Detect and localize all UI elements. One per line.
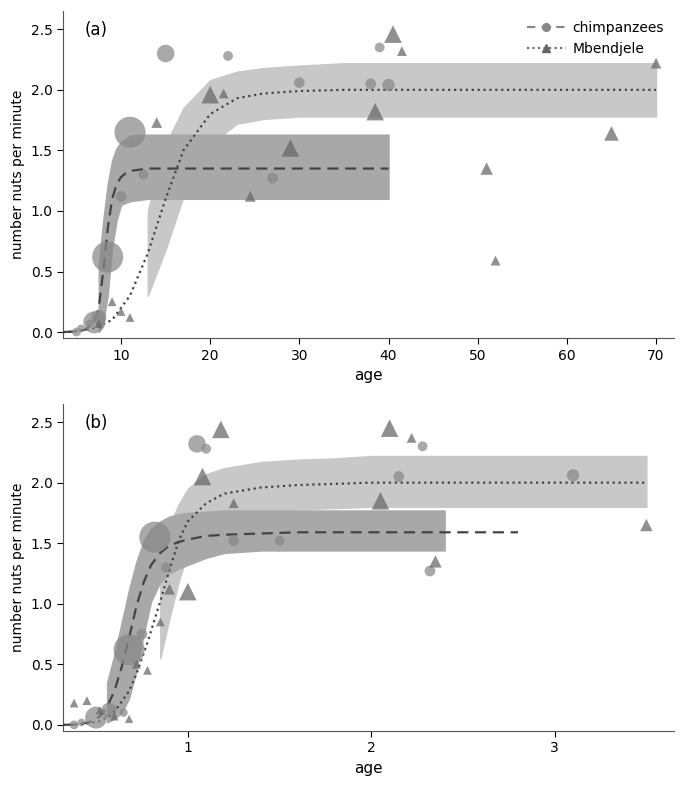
Point: [136, 628, 147, 641]
Point: [151, 116, 162, 129]
X-axis label: age: age: [354, 368, 383, 383]
Point: [93, 311, 104, 323]
Point: [95, 704, 105, 717]
Point: [123, 644, 134, 656]
Point: [160, 47, 171, 60]
Point: [294, 76, 305, 89]
Legend: chimpanzees, Mbendjele: chimpanzees, Mbendjele: [521, 15, 670, 61]
Point: [490, 254, 501, 267]
Point: [245, 190, 256, 203]
Point: [417, 440, 428, 453]
Point: [89, 316, 100, 329]
Point: [164, 583, 175, 596]
Point: [425, 565, 436, 578]
Point: [90, 711, 101, 724]
Point: [116, 305, 127, 318]
Point: [75, 322, 86, 334]
Point: [370, 105, 381, 118]
Point: [383, 79, 394, 91]
Point: [430, 555, 441, 567]
Point: [205, 88, 216, 101]
Point: [138, 168, 149, 181]
Point: [481, 162, 492, 175]
Point: [201, 442, 212, 455]
Point: [375, 494, 386, 507]
Point: [388, 28, 399, 40]
Point: [215, 423, 226, 436]
Point: [82, 694, 92, 707]
Y-axis label: number nuts per minute: number nuts per minute: [11, 482, 25, 652]
Point: [118, 707, 129, 719]
Point: [274, 534, 285, 547]
Y-axis label: number nuts per minute: number nuts per minute: [11, 90, 25, 259]
Point: [107, 295, 118, 308]
Point: [228, 534, 239, 547]
Point: [68, 696, 79, 709]
Point: [103, 704, 114, 717]
Point: [393, 471, 404, 483]
Point: [192, 438, 203, 450]
Point: [155, 615, 166, 628]
Point: [651, 57, 662, 69]
Point: [374, 41, 385, 54]
Point: [123, 712, 134, 725]
Point: [149, 531, 160, 544]
Point: [641, 519, 652, 531]
Point: [125, 311, 136, 323]
Point: [131, 658, 142, 671]
Point: [84, 317, 95, 330]
Point: [93, 317, 104, 330]
Point: [223, 50, 234, 62]
Point: [116, 190, 127, 203]
Point: [182, 586, 193, 598]
Point: [68, 719, 79, 731]
Text: (b): (b): [84, 414, 108, 432]
Point: [142, 664, 153, 677]
Point: [568, 469, 579, 482]
Point: [160, 561, 171, 574]
X-axis label: age: age: [354, 761, 383, 776]
Point: [76, 716, 87, 729]
Text: (a): (a): [84, 21, 108, 39]
Point: [285, 142, 296, 154]
Point: [109, 710, 120, 722]
Point: [102, 251, 113, 264]
Point: [218, 87, 229, 100]
Point: [228, 497, 239, 509]
Point: [71, 326, 82, 338]
Point: [267, 172, 278, 184]
Point: [365, 77, 376, 90]
Point: [397, 45, 408, 57]
Point: [406, 431, 417, 444]
Point: [197, 471, 208, 483]
Point: [606, 127, 617, 140]
Point: [384, 422, 395, 434]
Point: [125, 126, 136, 139]
